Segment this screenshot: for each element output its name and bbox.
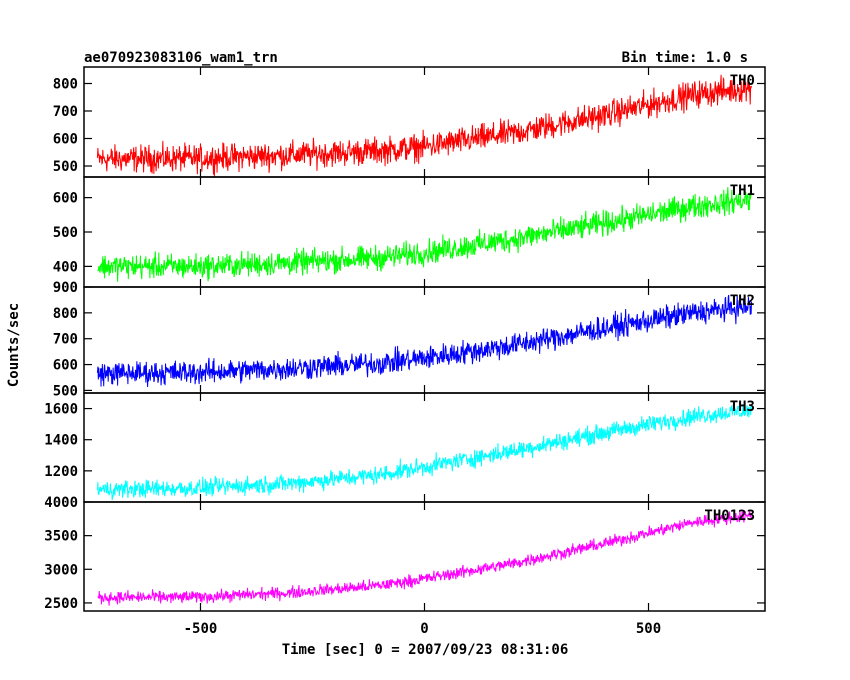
y-tick-label: 1400 — [44, 433, 78, 449]
y-tick-label: 700 — [53, 332, 78, 348]
x-tick-label: -500 — [184, 621, 218, 637]
series-line-th0123 — [97, 510, 753, 606]
panel-label-th2: TH2 — [730, 293, 755, 309]
y-tick-label: 500 — [53, 225, 78, 241]
panel-th0123: 2500 3000 3500 4000 TH0123 — [44, 495, 766, 612]
series-line-th2 — [96, 294, 753, 388]
panel-label-th0123: TH0123 — [704, 508, 755, 524]
bin-time-label: Bin time: 1.0 s — [622, 50, 748, 66]
series-line-th1 — [97, 187, 753, 282]
y-tick-label: 500 — [53, 383, 78, 399]
panel-label-th0: TH0 — [730, 73, 755, 89]
y-tick-label: 700 — [53, 104, 78, 120]
y-tick-label: 800 — [53, 306, 78, 322]
y-tick-label: 600 — [53, 358, 78, 374]
panel-label-th3: TH3 — [730, 399, 755, 415]
y-tick-label: 4000 — [44, 495, 78, 511]
panel-th0: 500 600 700 800 TH0 — [53, 66, 766, 178]
series-line-th0 — [96, 74, 753, 177]
panel-label-th1: TH1 — [730, 183, 755, 199]
panel-frame — [83, 392, 766, 503]
panels-group: 500 600 700 800 TH0 400 500 600 TH1 500 600 700 800 9… — [44, 66, 766, 612]
y-tick-label: 900 — [53, 280, 78, 296]
y-tick-label: 600 — [53, 132, 78, 148]
y-tick-label: 1600 — [44, 402, 78, 418]
panel-th3: 1200 1400 1600 TH3 — [44, 392, 766, 503]
x-tick-label: 500 — [636, 621, 661, 637]
y-tick-label: 2500 — [44, 596, 78, 612]
y-tick-label: 600 — [53, 191, 78, 207]
x-tick-label: 0 — [420, 621, 428, 637]
y-tick-label: 400 — [53, 259, 78, 275]
y-tick-label: 500 — [53, 159, 78, 175]
y-tick-label: 1200 — [44, 464, 78, 480]
y-tick-label: 3000 — [44, 562, 78, 578]
y-axis-label: Counts/sec — [6, 303, 22, 387]
y-tick-label: 3500 — [44, 529, 78, 545]
panel-th2: 500 600 700 800 900 TH2 — [53, 280, 766, 399]
panel-th1: 400 500 600 TH1 — [53, 176, 766, 288]
y-tick-label: 800 — [53, 77, 78, 93]
series-line-th3 — [96, 404, 753, 501]
x-axis: -500 0 500 — [184, 621, 662, 637]
observation-id-label: ae070923083106_wam1_trn — [84, 50, 278, 66]
panel-frame — [83, 66, 766, 178]
x-axis-label: Time [sec] 0 = 2007/09/23 08:31:06 — [282, 642, 569, 658]
